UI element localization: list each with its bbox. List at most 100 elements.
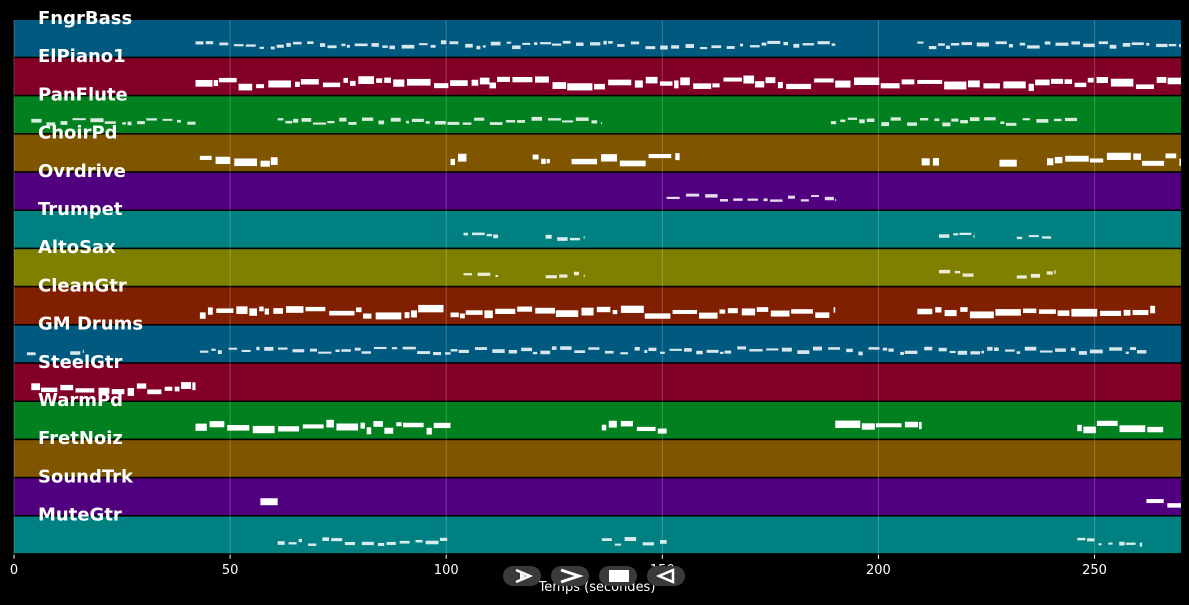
- note: [458, 153, 467, 162]
- play-outline-icon: [515, 568, 534, 584]
- note: [1041, 236, 1052, 239]
- note: [560, 346, 572, 350]
- note: [675, 153, 680, 161]
- note: [835, 420, 861, 428]
- note: [880, 83, 900, 89]
- note: [546, 159, 550, 164]
- forward-button[interactable]: [551, 566, 589, 586]
- note: [482, 45, 486, 48]
- note: [1046, 271, 1053, 275]
- note: [1109, 347, 1123, 351]
- note: [268, 80, 292, 88]
- note: [490, 41, 501, 46]
- note: [228, 347, 238, 350]
- note: [127, 388, 135, 396]
- note: [921, 158, 930, 166]
- note: [1133, 153, 1141, 160]
- note: [1150, 305, 1156, 314]
- note: [612, 310, 618, 315]
- note: [1047, 158, 1054, 166]
- note: [391, 347, 398, 350]
- note: [506, 41, 512, 44]
- note: [1077, 537, 1086, 541]
- x-tick-label: 50: [222, 563, 239, 578]
- note: [957, 350, 968, 355]
- note: [833, 307, 836, 313]
- note: [341, 349, 351, 352]
- note: [1039, 350, 1053, 353]
- stop-square-icon: [609, 570, 629, 582]
- note: [362, 117, 374, 121]
- note: [1167, 77, 1181, 85]
- note: [286, 306, 304, 313]
- note: [450, 80, 468, 86]
- note: [1064, 117, 1078, 122]
- note: [270, 157, 278, 165]
- note: [386, 541, 396, 545]
- note: [1027, 45, 1040, 49]
- note: [786, 83, 811, 90]
- note: [308, 543, 317, 546]
- note: [219, 42, 229, 46]
- note: [136, 383, 147, 389]
- note: [195, 41, 204, 45]
- note: [1146, 42, 1150, 46]
- note: [60, 121, 68, 125]
- note: [917, 79, 943, 84]
- note: [1039, 309, 1056, 314]
- note: [1000, 121, 1005, 125]
- chevron-right-icon: [560, 568, 584, 584]
- note: [415, 539, 423, 543]
- note: [390, 117, 401, 122]
- note: [551, 43, 562, 46]
- note: [645, 46, 656, 50]
- note: [938, 269, 951, 274]
- note: [901, 79, 915, 85]
- note: [1005, 122, 1017, 126]
- note: [213, 80, 219, 87]
- note: [1098, 41, 1108, 45]
- note: [976, 42, 989, 47]
- note: [122, 122, 126, 125]
- note: [693, 83, 712, 89]
- play-button[interactable]: [503, 566, 541, 586]
- note: [559, 274, 568, 278]
- note: [705, 194, 718, 198]
- note: [859, 119, 865, 124]
- note: [458, 349, 469, 353]
- note: [199, 312, 206, 319]
- back-button[interactable]: [647, 566, 685, 586]
- note: [1016, 351, 1021, 354]
- note: [199, 155, 212, 160]
- note: [411, 310, 417, 318]
- note: [285, 120, 293, 124]
- note: [31, 118, 42, 123]
- note: [241, 349, 251, 353]
- note: [797, 350, 810, 354]
- note: [1156, 43, 1168, 48]
- note: [476, 45, 481, 50]
- note: [376, 78, 383, 83]
- note: [419, 43, 428, 46]
- note: [1044, 41, 1051, 45]
- note: [581, 307, 594, 316]
- track-label: FngrBass: [38, 8, 132, 29]
- note: [192, 382, 196, 391]
- note: [1125, 542, 1136, 545]
- note: [815, 312, 830, 318]
- note: [648, 153, 672, 159]
- note: [882, 347, 888, 351]
- note: [672, 309, 698, 314]
- note: [517, 306, 533, 312]
- stop-button[interactable]: [599, 566, 637, 586]
- track-band-choirpd: [14, 134, 1181, 172]
- note: [614, 543, 622, 546]
- note: [1055, 42, 1069, 46]
- track-label: ChoirPd: [38, 123, 118, 144]
- note: [984, 117, 996, 121]
- note: [699, 46, 708, 50]
- note: [373, 421, 383, 427]
- note: [644, 313, 671, 319]
- note: [847, 117, 858, 120]
- note: [31, 383, 41, 391]
